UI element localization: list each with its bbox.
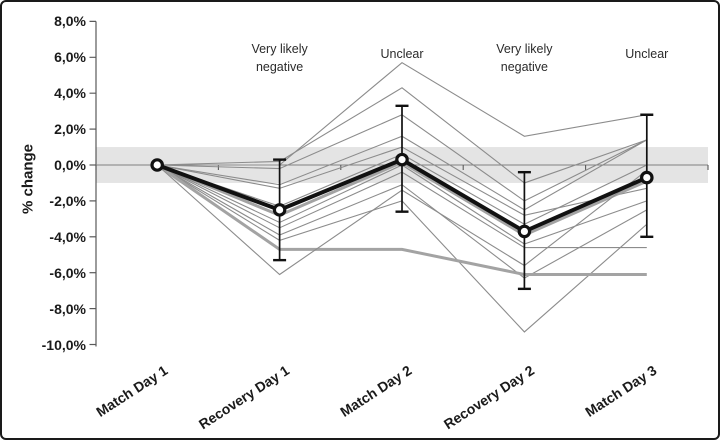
inference-annotation-line: Very likely [251, 42, 308, 56]
inference-annotation-line: Very likely [496, 42, 553, 56]
individual-line [156, 163, 647, 276]
y-tick-label: -4,0% [49, 228, 86, 245]
y-tick-label: 0,0% [54, 157, 86, 173]
inference-annotation: Unclear [380, 40, 423, 63]
y-tick-label: -8,0% [49, 300, 86, 317]
individual-line [157, 87, 647, 184]
mean-marker [272, 203, 287, 217]
mean-marker [395, 152, 409, 167]
inference-annotation-line: Unclear [625, 47, 669, 61]
mean-marker [150, 158, 164, 172]
y-tick-label: -2,0% [49, 192, 86, 209]
y-tick-label: 2,0% [54, 121, 86, 138]
inference-annotation-line: negative [255, 60, 304, 74]
mean-marker [517, 224, 532, 239]
inference-annotation: Very likely negative [251, 40, 307, 76]
inference-annotation-line: negative [500, 60, 549, 74]
y-tick-label: 6,0% [54, 49, 86, 66]
individual-line [157, 62, 647, 166]
inference-annotation: Very likely negative [496, 40, 552, 76]
y-tick-label: 4,0% [54, 85, 86, 102]
y-tick-label: -10,0% [41, 336, 86, 353]
y-tick-label: 8,0% [54, 13, 86, 30]
mean-marker [639, 170, 654, 185]
y-tick-label: -6,0% [49, 264, 86, 281]
inference-annotation: Unclear [625, 40, 668, 63]
inference-annotation-line: Unclear [380, 47, 424, 61]
